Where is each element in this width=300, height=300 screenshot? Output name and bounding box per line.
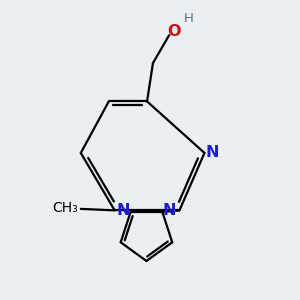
Text: H: H (183, 13, 193, 26)
Text: N: N (162, 203, 175, 218)
Text: CH₃: CH₃ (52, 201, 78, 215)
Text: N: N (116, 203, 130, 218)
Text: N: N (206, 146, 220, 160)
Text: O: O (168, 24, 181, 39)
